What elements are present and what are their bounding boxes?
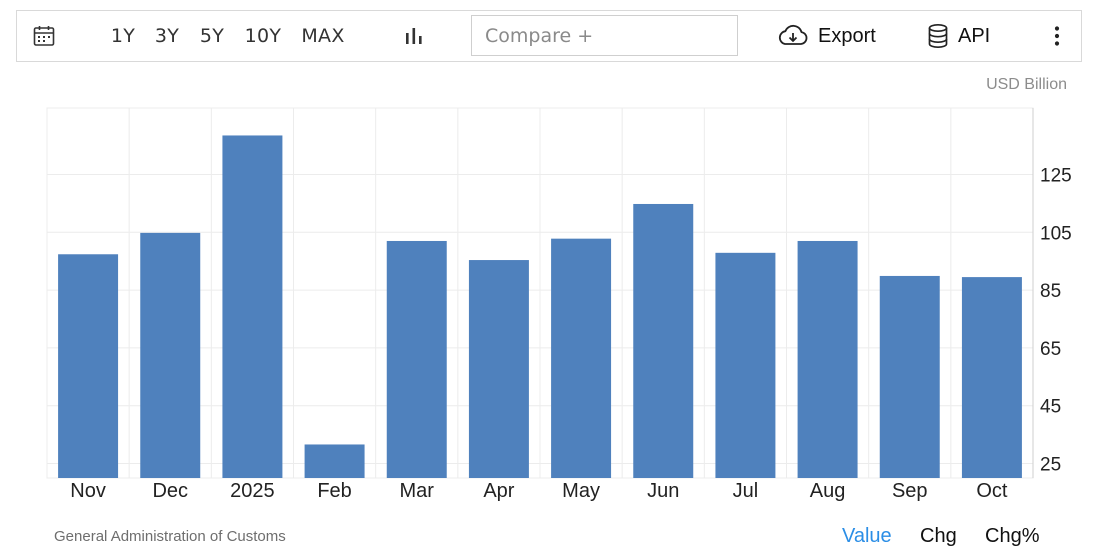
y-tick-label: 85	[1040, 281, 1061, 302]
range-3y-button[interactable]: 3Y	[154, 25, 180, 47]
export-button[interactable]: Export	[777, 11, 883, 61]
bar-jun[interactable]	[633, 203, 694, 478]
tab-value[interactable]: Value	[842, 525, 892, 547]
y-tick-label: 105	[1040, 223, 1072, 244]
api-label: API	[958, 24, 991, 47]
source-label: General Administration of Customs	[54, 528, 286, 545]
x-category-label: Feb	[317, 480, 351, 502]
export-label: Export	[818, 24, 876, 47]
x-category-label: Jul	[733, 480, 759, 502]
x-axis-categories: Nov Dec 2025 Feb Mar Apr May Jun Jul Aug Sep Oct	[70, 480, 1008, 502]
chart-grid	[46, 107, 1034, 479]
unit-label: USD Billion	[986, 76, 1067, 93]
x-category-label: Dec	[152, 480, 188, 502]
x-category-label: Apr	[483, 480, 514, 502]
bar-may[interactable]	[551, 238, 612, 478]
database-icon	[928, 23, 948, 49]
bar-aug[interactable]	[797, 240, 858, 478]
x-category-label: Aug	[810, 480, 846, 502]
calendar-icon	[33, 26, 55, 46]
bar-nov[interactable]	[58, 254, 119, 478]
chart-bars	[58, 135, 1022, 479]
x-category-label: Jun	[647, 480, 679, 502]
x-category-label: Sep	[892, 480, 928, 502]
bar-2025[interactable]	[222, 135, 283, 478]
bar-chart: 25 45 65 85 105 125 Nov Dec 2025 Feb Mar Apr May Jun…	[46, 107, 1072, 502]
cloud-download-icon	[778, 24, 808, 45]
bar-jul[interactable]	[715, 252, 776, 478]
y-tick-label: 65	[1040, 339, 1061, 360]
y-tick-label: 45	[1040, 397, 1061, 418]
range-1y-button[interactable]: 1Y	[110, 25, 136, 47]
x-category-label: Oct	[976, 480, 1008, 502]
x-category-label: 2025	[230, 480, 275, 502]
tab-chg[interactable]: Chg	[920, 525, 957, 547]
y-axis-ticks: 25 45 65 85 105 125	[1040, 165, 1072, 475]
bar-feb[interactable]	[304, 444, 365, 478]
bar-sep[interactable]	[879, 275, 940, 478]
bar-apr[interactable]	[468, 260, 529, 478]
bar-oct[interactable]	[961, 277, 1022, 478]
tab-chg-percent[interactable]: Chg%	[985, 525, 1040, 547]
y-tick-label: 25	[1040, 455, 1061, 476]
more-vertical-icon	[1054, 26, 1060, 46]
more-options-button[interactable]	[1045, 11, 1069, 61]
x-category-label: Nov	[70, 480, 106, 502]
x-category-label: May	[562, 480, 600, 502]
bar-dec[interactable]	[140, 232, 201, 479]
chart-toolbar: 1Y 3Y 5Y 10Y MAX Compare + Export API	[16, 10, 1082, 62]
bar-mar[interactable]	[386, 240, 447, 478]
range-10y-button[interactable]: 10Y	[244, 25, 282, 47]
range-5y-button[interactable]: 5Y	[199, 25, 225, 47]
range-max-button[interactable]: MAX	[301, 25, 345, 47]
chart-type-button[interactable]	[399, 11, 429, 61]
compare-input[interactable]: Compare +	[471, 15, 738, 56]
bar-chart-icon	[406, 28, 422, 44]
x-category-label: Mar	[400, 480, 435, 502]
calendar-button[interactable]	[27, 11, 61, 61]
y-tick-label: 125	[1040, 165, 1072, 186]
api-button[interactable]: API	[927, 11, 1001, 61]
